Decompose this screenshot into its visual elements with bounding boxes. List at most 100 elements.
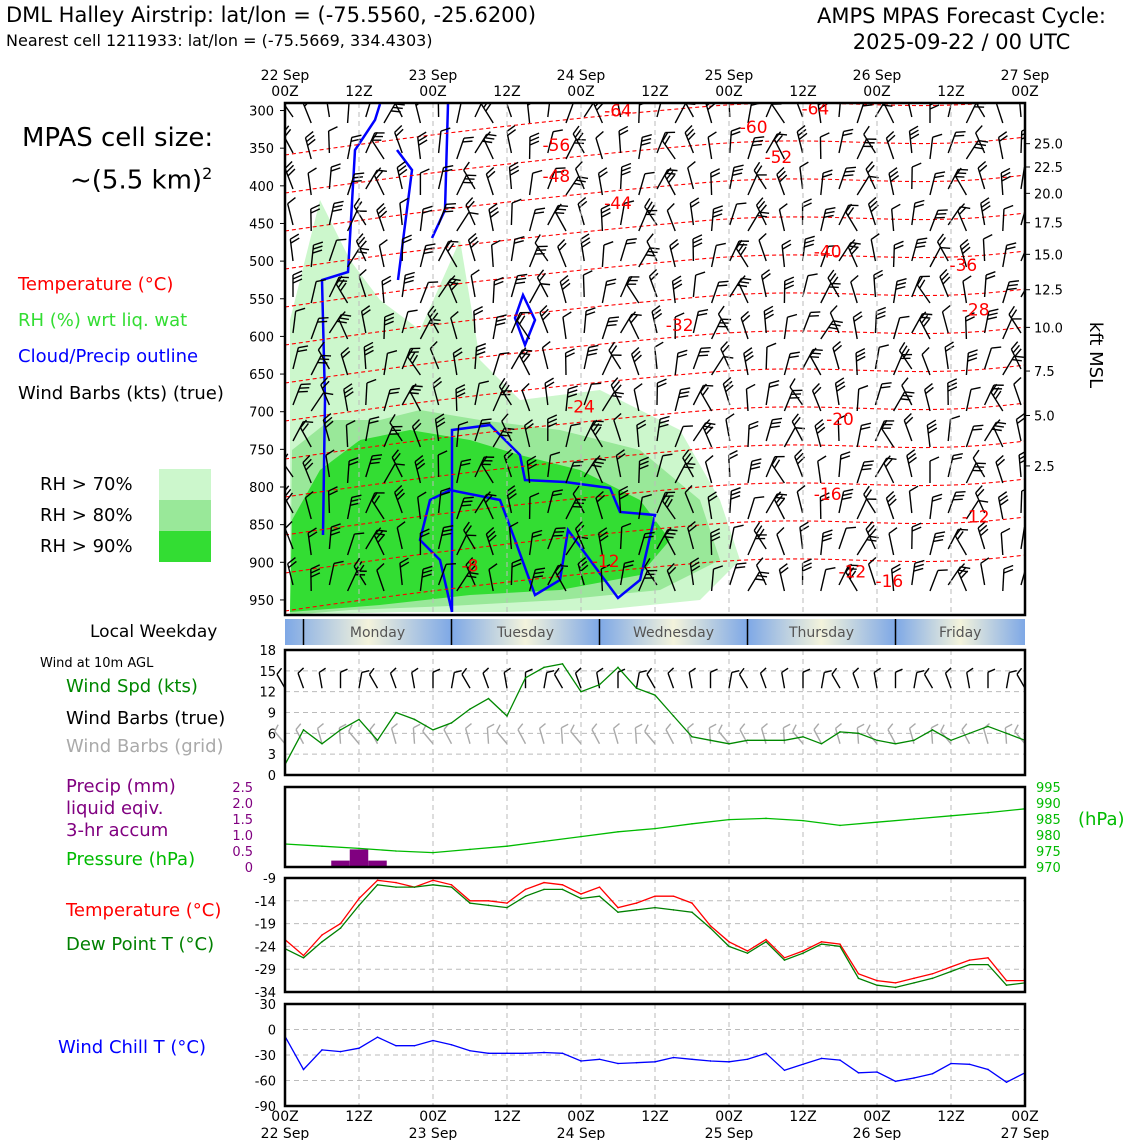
wind-barb-feather xyxy=(758,232,767,241)
temp-dew-y-tick-label: -34 xyxy=(255,986,276,1001)
wind-barb-feather xyxy=(858,385,869,390)
wind-barb-feather xyxy=(898,342,906,352)
wind-barb-feather xyxy=(690,561,700,568)
wind-barb xyxy=(838,241,861,262)
wind-barb-staff xyxy=(591,729,601,745)
cell-size-sup: 2 xyxy=(202,164,213,183)
wind-barb-feather xyxy=(666,563,675,571)
wind-barb-feather xyxy=(665,723,672,731)
wind-barb xyxy=(299,419,312,448)
wind-barb-feather xyxy=(690,201,700,208)
legend-rh80-swatch xyxy=(159,500,211,531)
wind-barb xyxy=(401,271,415,298)
wind-barb xyxy=(619,162,632,190)
wind-barb xyxy=(656,415,670,442)
wind-barb-feather xyxy=(779,174,788,183)
wind-barb-feather xyxy=(336,320,347,324)
wind-barb-feather xyxy=(559,275,569,283)
wind-barb-true xyxy=(987,668,996,689)
wind-barb xyxy=(307,527,318,556)
wind-barb xyxy=(689,197,700,226)
wind-barb-feather xyxy=(659,419,670,424)
wind-speed-line-point xyxy=(321,742,323,745)
wind-barb-feather xyxy=(382,279,392,286)
wind-barb-feather xyxy=(856,355,866,362)
wind-barb xyxy=(972,449,986,478)
wind-barb-staff xyxy=(528,283,541,304)
wind-barb-feather xyxy=(680,387,691,391)
pressure-line-point xyxy=(691,823,693,825)
wind-speed-line-point xyxy=(765,739,767,742)
wind-barb-staff xyxy=(574,672,582,689)
wind-barb-feather xyxy=(318,316,329,320)
wind-barb xyxy=(682,103,695,118)
wind-barb-staff xyxy=(417,497,422,520)
wind-barb xyxy=(389,414,403,442)
wind-barb-feather xyxy=(866,498,877,500)
wind-barb-feather xyxy=(344,391,354,398)
wind-barb-feather xyxy=(956,531,964,540)
wind-barb-feather xyxy=(542,312,551,321)
wind-barb-staff xyxy=(601,354,613,376)
wind-barb-feather xyxy=(373,527,382,536)
pressure-line-point xyxy=(987,811,989,814)
wind-barb-feather xyxy=(378,210,388,219)
wind-barb-feather xyxy=(487,723,495,729)
wind-barb-feather xyxy=(662,453,673,457)
wind-barb xyxy=(437,202,456,226)
wind-barb-feather xyxy=(317,723,324,729)
wind-barb xyxy=(346,103,350,124)
wind-barb-feather xyxy=(929,104,940,110)
wind-barb xyxy=(704,454,714,484)
wind-barb-feather xyxy=(855,347,866,354)
wind-barb-feather xyxy=(1001,171,1011,178)
wind-barb-staff xyxy=(1020,490,1023,514)
wind-barb-staff xyxy=(961,729,971,745)
wind-barb-grid xyxy=(887,723,897,745)
wind-barb xyxy=(890,563,901,592)
wind-barb xyxy=(954,527,968,556)
wind-barb-feather xyxy=(335,275,343,285)
wind-barb-staff xyxy=(396,527,403,550)
wind-barb xyxy=(704,103,716,124)
bottom-date-label: 27 Sep xyxy=(1001,1126,1050,1140)
wind-barb-true xyxy=(802,668,811,689)
wind-barb-feather xyxy=(493,280,504,286)
temperature-line-point xyxy=(469,900,471,902)
wind-barb xyxy=(378,239,388,268)
subtitle-left: Nearest cell 1211933: lat/lon = (-75.566… xyxy=(6,31,433,50)
windchill-line-point xyxy=(783,1069,786,1072)
wind-barb-feather xyxy=(849,242,857,252)
wind-barb-feather xyxy=(809,347,817,357)
wind-barb xyxy=(954,167,968,196)
wind-barb-feather xyxy=(788,355,799,359)
windchill-line-point xyxy=(561,1052,564,1055)
wind-barb-feather xyxy=(572,125,580,135)
wind-barb-feather xyxy=(1000,167,1011,174)
wind-barb-true xyxy=(482,667,490,689)
wind-barb-feather xyxy=(981,205,991,212)
wind-barb-feather xyxy=(861,467,872,471)
wind-barb-feather xyxy=(705,454,714,463)
wind-barb-feather xyxy=(652,308,662,317)
wind-barb-feather xyxy=(306,134,315,143)
wind-barb-feather xyxy=(639,456,649,462)
wind-barb-grid xyxy=(538,723,546,744)
wind-barb-staff xyxy=(765,103,776,118)
wind-barb-feather xyxy=(575,667,582,674)
wind-barb xyxy=(837,414,848,442)
wind-barb-feather xyxy=(1016,413,1025,421)
profile-y2-tick-label: 5.0 xyxy=(1034,409,1055,424)
wind-barb-feather xyxy=(971,90,981,98)
wind-barb-feather xyxy=(570,423,581,427)
wind-barb xyxy=(310,241,324,268)
wind-barb-feather xyxy=(1019,453,1025,460)
wind-barb-feather xyxy=(753,161,761,171)
wind-barb xyxy=(760,269,771,298)
wind-barb-feather xyxy=(994,425,1004,428)
wind-barb-feather xyxy=(881,382,892,385)
pressure-line-point xyxy=(950,815,952,817)
wind-speed-line-point xyxy=(894,742,897,745)
wind-barb-staff xyxy=(992,426,1004,448)
wind-barb-feather xyxy=(644,171,655,175)
